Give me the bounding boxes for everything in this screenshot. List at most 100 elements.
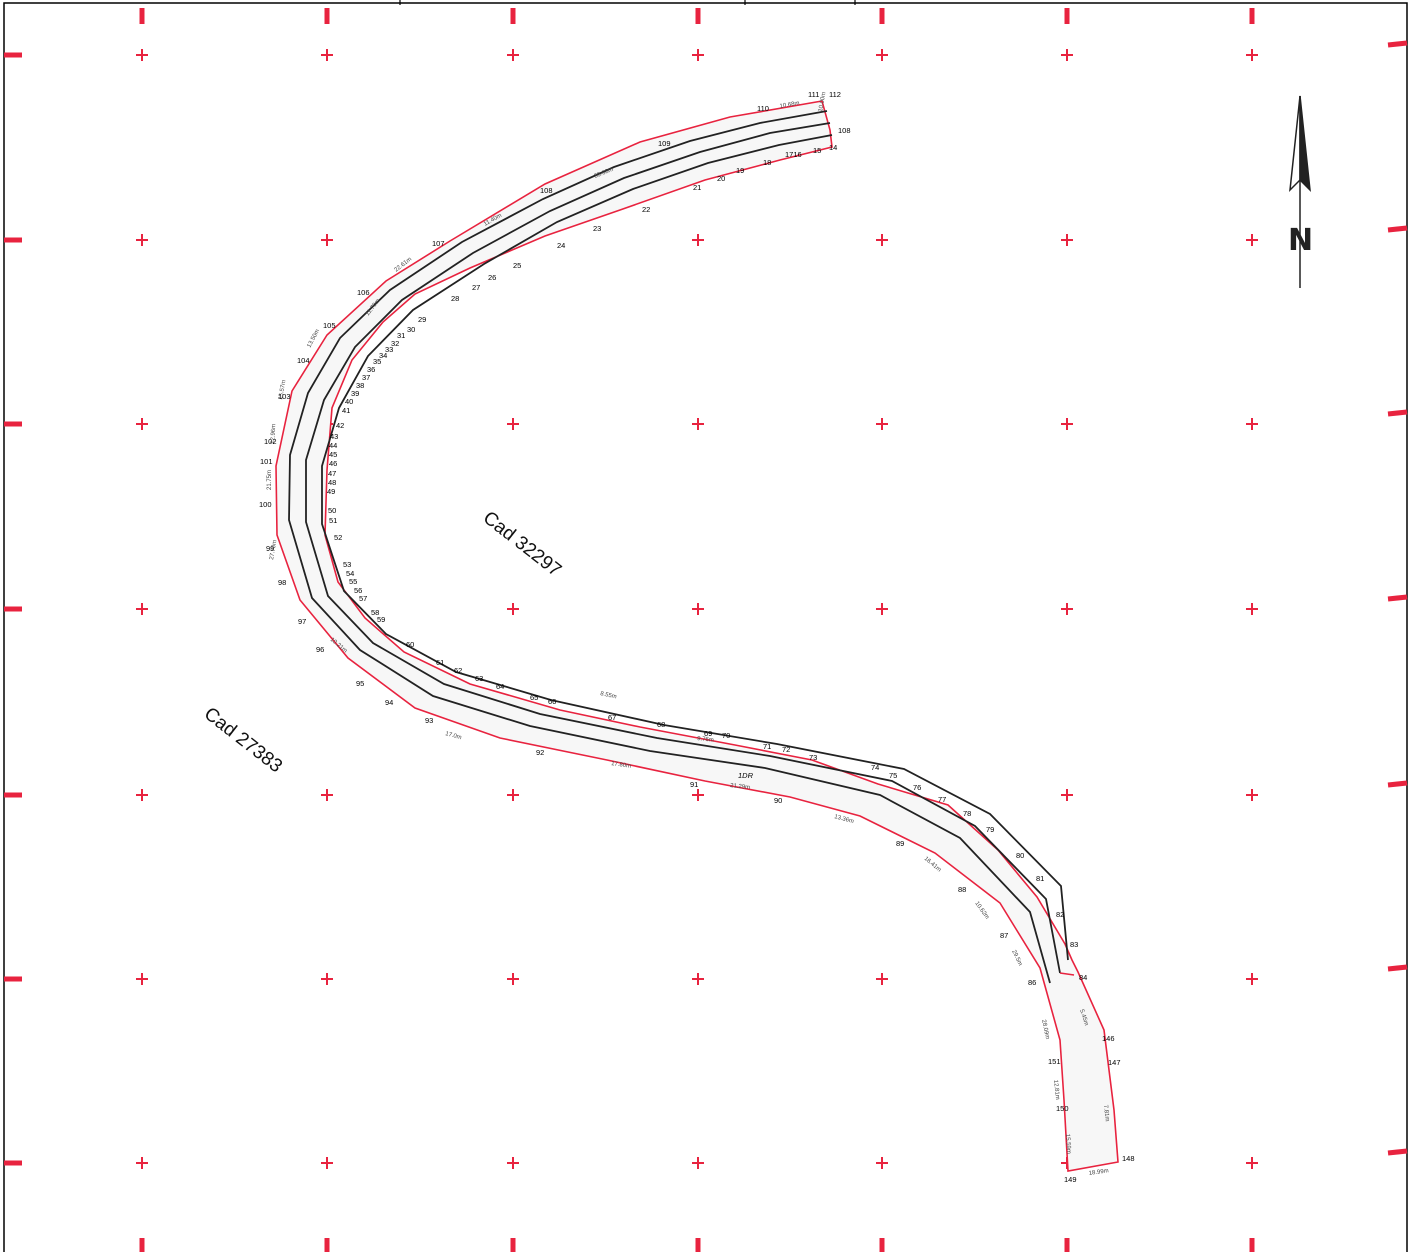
point-label: 90 (774, 796, 782, 805)
dimension-label: 17.80m (611, 761, 632, 770)
point-label: 43 (330, 432, 338, 441)
point-label: 35 (373, 357, 381, 366)
point-label: 91 (690, 780, 698, 789)
point-label: 111 (808, 90, 819, 99)
boundary-segment (1059, 972, 1075, 976)
grid-cross-icon (136, 1157, 148, 1169)
point-label: 14 (829, 143, 837, 152)
grid-cross-icon (876, 1157, 888, 1169)
point-label: 23 (593, 224, 601, 233)
point-label: 78 (963, 809, 971, 818)
grid-cross-icon (1061, 789, 1073, 801)
point-label: 55 (349, 577, 357, 586)
grid-cross-icon (136, 418, 148, 430)
point-label: 81 (1036, 874, 1044, 883)
point-label: 59 (377, 615, 385, 624)
point-label: 107 (432, 239, 445, 248)
dimension-label: 15.59m (1064, 1134, 1071, 1154)
point-label: 96 (316, 645, 324, 654)
point-label: 77 (938, 795, 946, 804)
grid-cross-icon (1246, 234, 1258, 246)
point-label: 1716 (785, 150, 802, 159)
grid-cross-icon (507, 418, 519, 430)
point-label: 94 (385, 698, 393, 707)
dimension-label: 28.09m (1040, 1019, 1050, 1040)
point-label: 26 (488, 273, 496, 282)
grid-cross-icon (1246, 49, 1258, 61)
point-label-layer: 111 112 110 108 109 14 15 1716 18 19 20 21 22 23 24 25 2… (259, 90, 1135, 1184)
point-label: 82 (1056, 910, 1064, 919)
edge-tick (1387, 1148, 1408, 1156)
dimension-label: 18.99m (1088, 1168, 1109, 1177)
point-label: 41 (342, 406, 350, 415)
point-label: 32 (391, 339, 399, 348)
point-label: 105 (323, 321, 336, 330)
point-label: 46 (329, 459, 337, 468)
grid-cross-icon (321, 789, 333, 801)
edge-tick (1387, 225, 1408, 233)
point-label: 88 (958, 885, 966, 894)
dimension-label: 15.57m (278, 380, 287, 401)
point-label: 149 (1064, 1175, 1077, 1184)
grid-cross-icon (692, 234, 704, 246)
dimension-label-layer: 10.68m 10.00m35.68m11.40m22.61m11.70m13.5… (267, 92, 1110, 1177)
grid-cross-icon (876, 49, 888, 61)
dimension-label: 13.50m (306, 328, 321, 348)
grid-cross-icon (1061, 418, 1073, 430)
grid-cross-icon (1246, 789, 1258, 801)
north-letter: N (1288, 223, 1313, 258)
grid-cross-icon (692, 789, 704, 801)
dimension-label: 9.76m (697, 736, 714, 744)
point-label: 146 (1102, 1034, 1115, 1043)
point-label: 60 (406, 640, 414, 649)
grid-cross-icon (507, 603, 519, 615)
point-label: 103 (278, 392, 291, 401)
point-label: 44 (329, 441, 337, 450)
north-arrow-icon: N (1288, 95, 1313, 288)
dimension-label: 12.81m (1052, 1080, 1060, 1101)
point-label: 66 (548, 697, 556, 706)
point-label: 73 (809, 753, 817, 762)
map-frame (3, 2, 1408, 1252)
point-label: 95 (356, 679, 364, 688)
point-label: 63 (475, 674, 483, 683)
grid-cross-icon (692, 418, 704, 430)
point-label: 86 (1028, 978, 1036, 987)
point-label: 76 (913, 783, 921, 792)
point-label: 102 (264, 437, 277, 446)
dimension-label: 29.5m (1010, 949, 1023, 967)
grid-cross-icon (1246, 1157, 1258, 1169)
grid-cross-icon (1246, 418, 1258, 430)
point-label: 100 (259, 500, 272, 509)
dimension-label: 17.0m (444, 731, 462, 741)
grid-cross-icon (692, 1157, 704, 1169)
grid-cross-icon (136, 603, 148, 615)
point-label: 49 (327, 487, 335, 496)
point-label: 97 (298, 617, 306, 626)
edge-tick (1387, 40, 1408, 48)
dimension-label: 7.81m (1102, 1105, 1110, 1122)
edge-tick (1387, 409, 1408, 417)
dimension-label: 21.75m (267, 470, 273, 490)
point-label: 98 (278, 578, 286, 587)
point-label: 106 (357, 288, 370, 297)
point-label: 52 (334, 533, 342, 542)
point-label: 69 (704, 729, 712, 738)
point-label: 27 (472, 283, 480, 292)
road-label: 1DR (738, 771, 754, 780)
point-label: 15 (813, 146, 821, 155)
point-label: 51 (329, 516, 337, 525)
point-label: 29 (418, 315, 426, 324)
point-label: 50 (328, 506, 336, 515)
grid-cross-icon (321, 1157, 333, 1169)
point-label: 40 (345, 397, 353, 406)
point-label: 67 (608, 713, 616, 722)
point-label: 104 (297, 356, 310, 365)
point-label: 34 (379, 351, 387, 360)
point-label: 53 (343, 560, 351, 569)
point-label: 22 (642, 205, 650, 214)
point-label: 80 (1016, 851, 1024, 860)
point-label: 58 (371, 608, 379, 617)
grid-cross-icon (507, 1157, 519, 1169)
